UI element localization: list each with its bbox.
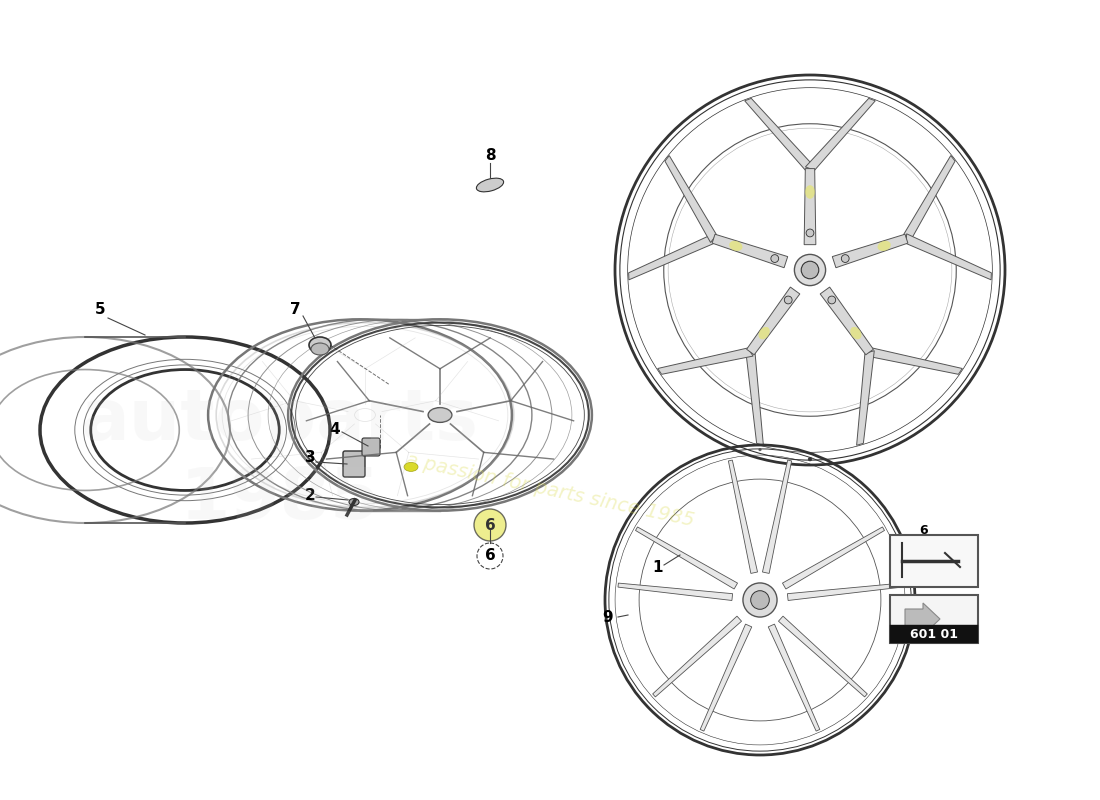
Text: a passion for parts since 1985: a passion for parts since 1985 — [404, 450, 696, 530]
Text: 4: 4 — [330, 422, 340, 438]
Polygon shape — [788, 583, 902, 601]
Polygon shape — [652, 616, 741, 697]
Text: 601 01: 601 01 — [910, 627, 958, 641]
Ellipse shape — [771, 254, 779, 262]
Polygon shape — [782, 527, 884, 589]
Polygon shape — [906, 234, 991, 280]
Text: 3: 3 — [305, 450, 316, 466]
Ellipse shape — [808, 458, 812, 461]
Ellipse shape — [404, 462, 418, 471]
Polygon shape — [636, 527, 737, 589]
Circle shape — [474, 509, 506, 541]
Polygon shape — [905, 603, 940, 635]
Text: 6: 6 — [485, 518, 495, 533]
Ellipse shape — [476, 178, 504, 192]
Polygon shape — [768, 624, 820, 731]
Text: 8: 8 — [485, 147, 495, 162]
Polygon shape — [867, 348, 962, 374]
FancyBboxPatch shape — [890, 595, 978, 643]
Polygon shape — [805, 98, 876, 170]
Polygon shape — [745, 98, 815, 170]
Text: 1: 1 — [652, 559, 663, 574]
Ellipse shape — [428, 408, 452, 422]
FancyBboxPatch shape — [343, 451, 365, 477]
Ellipse shape — [349, 498, 359, 506]
Ellipse shape — [850, 327, 861, 339]
Polygon shape — [746, 350, 763, 446]
Text: 6: 6 — [920, 525, 928, 538]
Ellipse shape — [311, 343, 329, 355]
FancyBboxPatch shape — [890, 535, 978, 587]
Ellipse shape — [805, 185, 815, 199]
Ellipse shape — [842, 254, 849, 262]
FancyBboxPatch shape — [362, 438, 380, 456]
Text: 5: 5 — [95, 302, 106, 318]
Ellipse shape — [806, 229, 814, 237]
Polygon shape — [821, 287, 873, 354]
Text: 2: 2 — [305, 487, 316, 502]
Ellipse shape — [801, 262, 818, 278]
Polygon shape — [804, 169, 816, 245]
Ellipse shape — [759, 449, 761, 451]
Ellipse shape — [309, 337, 331, 353]
Polygon shape — [903, 155, 955, 242]
Ellipse shape — [750, 590, 769, 610]
FancyBboxPatch shape — [890, 625, 978, 643]
Text: 7: 7 — [289, 302, 300, 318]
Ellipse shape — [784, 296, 792, 304]
Polygon shape — [779, 616, 867, 697]
Ellipse shape — [742, 583, 777, 617]
Polygon shape — [618, 583, 733, 601]
Polygon shape — [747, 287, 800, 354]
Ellipse shape — [794, 254, 826, 286]
Polygon shape — [762, 460, 792, 574]
Polygon shape — [701, 624, 751, 731]
Ellipse shape — [729, 241, 743, 251]
Polygon shape — [658, 348, 754, 374]
Ellipse shape — [878, 241, 891, 251]
Text: autoparts
1985: autoparts 1985 — [81, 386, 478, 534]
Text: 6: 6 — [485, 549, 495, 563]
Ellipse shape — [759, 327, 770, 339]
Polygon shape — [833, 234, 908, 268]
Polygon shape — [728, 460, 758, 574]
Ellipse shape — [828, 296, 836, 304]
Polygon shape — [712, 234, 788, 268]
Text: 9: 9 — [603, 610, 614, 625]
Polygon shape — [628, 234, 714, 280]
Polygon shape — [857, 350, 874, 446]
Polygon shape — [664, 155, 716, 242]
